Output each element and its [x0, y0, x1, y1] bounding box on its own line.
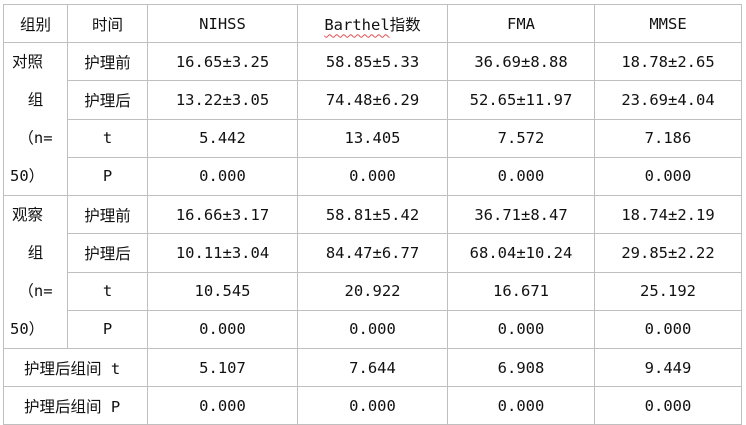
- table-row: 观察 组 （n= 50） 护理前 16.66±3.17 58.81±5.42 3…: [3, 194, 742, 349]
- control-group-label: 对照 组 （n= 50）: [3, 42, 68, 196]
- control-group-line: （n=: [18, 129, 53, 147]
- between-t-label: 护理后组间 t: [3, 348, 148, 387]
- mmse-cell: 0.000: [594, 156, 742, 197]
- between-p-label: 护理后组间 P: [3, 386, 148, 425]
- table-row: P 0.000 0.000 0.000 0.000: [4, 156, 742, 197]
- control-group-line: 50）: [10, 167, 45, 185]
- time-cell: t: [67, 271, 148, 311]
- fma-cell: 16.671: [447, 271, 595, 311]
- time-cell: 护理前: [67, 194, 148, 235]
- barthel-cell: 20.922: [297, 271, 448, 311]
- fma-cell: 36.71±8.47: [447, 194, 595, 235]
- fma-cell: 68.04±10.24: [447, 233, 595, 273]
- nihss-cell: 5.442: [147, 118, 298, 158]
- results-table: 组别 时间 NIHSS Barthel指数 FMA MMSE 对照 组 （n= …: [3, 4, 742, 425]
- fma-cell: 6.908: [447, 348, 595, 387]
- barthel-cell: 58.81±5.42: [297, 194, 448, 235]
- barthel-cell: 0.000: [297, 386, 448, 425]
- header-group: 组别: [3, 4, 68, 43]
- barthel-cell: 58.85±5.33: [297, 41, 448, 82]
- observe-group-line: 观察: [12, 206, 44, 224]
- header-barthel-suffix: 指数: [389, 15, 421, 34]
- observe-group-line: 组: [27, 244, 44, 262]
- nihss-cell: 10.11±3.04: [147, 233, 298, 273]
- time-cell: 护理前: [67, 41, 148, 82]
- barthel-cell: 84.47±6.77: [297, 233, 448, 273]
- header-row: 组别 时间 NIHSS Barthel指数 FMA MMSE: [3, 4, 742, 43]
- mmse-cell: 18.74±2.19: [594, 194, 742, 235]
- time-cell: P: [67, 309, 148, 350]
- header-barthel: Barthel指数: [297, 4, 448, 43]
- table-row: 对照 组 （n= 50） 护理前 16.65±3.25 58.85±5.33 3…: [3, 41, 742, 196]
- nihss-cell: 5.107: [147, 348, 298, 387]
- observe-group-line: 50）: [10, 320, 45, 338]
- barthel-cell: 0.000: [297, 156, 448, 197]
- observe-group-label: 观察 组 （n= 50）: [3, 195, 68, 349]
- header-time: 时间: [67, 4, 148, 43]
- barthel-cell: 74.48±6.29: [297, 80, 448, 120]
- table-row: 护理后 13.22±3.05 74.48±6.29 52.65±11.97 23…: [4, 80, 742, 120]
- header-mmse: MMSE: [594, 4, 742, 43]
- control-group-line: 组: [27, 91, 44, 109]
- control-group-line: 对照: [12, 53, 44, 71]
- fma-cell: 0.000: [447, 309, 595, 350]
- fma-cell: 0.000: [447, 386, 595, 425]
- barthel-cell: 0.000: [297, 309, 448, 350]
- mmse-cell: 25.192: [594, 271, 742, 311]
- mmse-cell: 0.000: [594, 309, 742, 350]
- header-barthel-word: Barthel: [324, 15, 390, 34]
- table-row: t 5.442 13.405 7.572 7.186: [4, 118, 742, 158]
- time-cell: P: [67, 156, 148, 197]
- mmse-cell: 0.000: [594, 386, 742, 425]
- nihss-cell: 13.22±3.05: [147, 80, 298, 120]
- nihss-cell: 0.000: [147, 156, 298, 197]
- header-nihss: NIHSS: [147, 4, 298, 43]
- fma-cell: 0.000: [447, 156, 595, 197]
- fma-cell: 52.65±11.97: [447, 80, 595, 120]
- time-cell: 护理后: [67, 80, 148, 120]
- nihss-cell: 10.545: [147, 271, 298, 311]
- nihss-cell: 0.000: [147, 386, 298, 425]
- nihss-cell: 16.66±3.17: [147, 194, 298, 235]
- nihss-cell: 16.65±3.25: [147, 41, 298, 82]
- barthel-cell: 7.644: [297, 348, 448, 387]
- time-cell: t: [67, 118, 148, 158]
- time-cell: 护理后: [67, 233, 148, 273]
- table-row: 护理后组间 P 0.000 0.000 0.000 0.000: [3, 386, 742, 425]
- mmse-cell: 23.69±4.04: [594, 80, 742, 120]
- mmse-cell: 29.85±2.22: [594, 233, 742, 273]
- table-row: P 0.000 0.000 0.000 0.000: [4, 309, 742, 350]
- nihss-cell: 0.000: [147, 309, 298, 350]
- barthel-cell: 13.405: [297, 118, 448, 158]
- mmse-cell: 9.449: [594, 348, 742, 387]
- mmse-cell: 7.186: [594, 118, 742, 158]
- table-row: t 10.545 20.922 16.671 25.192: [4, 271, 742, 311]
- observe-group-line: （n=: [18, 282, 53, 300]
- table-row: 护理后组间 t 5.107 7.644 6.908 9.449: [3, 348, 742, 387]
- fma-cell: 36.69±8.88: [447, 41, 595, 82]
- mmse-cell: 18.78±2.65: [594, 41, 742, 82]
- table-row: 护理后 10.11±3.04 84.47±6.77 68.04±10.24 29…: [4, 233, 742, 273]
- header-fma: FMA: [447, 4, 595, 43]
- fma-cell: 7.572: [447, 118, 595, 158]
